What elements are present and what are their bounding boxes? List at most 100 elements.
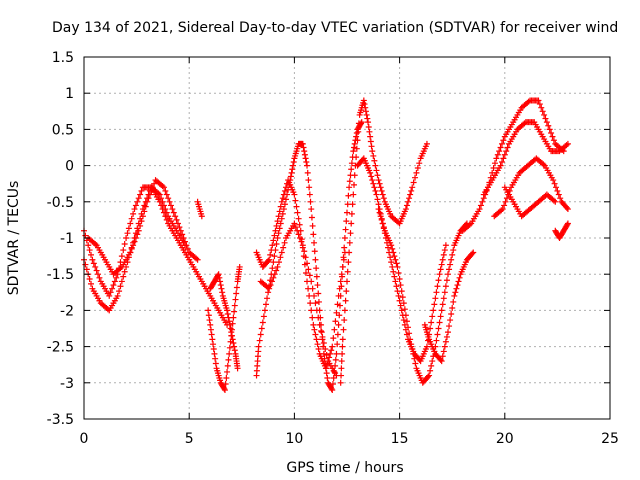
data-point	[373, 191, 380, 198]
data-point	[427, 367, 434, 374]
data-point	[476, 206, 483, 213]
data-point	[231, 308, 238, 315]
data-point	[549, 133, 556, 140]
data-point	[280, 191, 287, 198]
data-point	[85, 242, 92, 249]
series-track-E	[205, 263, 243, 394]
data-point	[367, 169, 374, 176]
data-point	[498, 158, 505, 165]
data-point	[497, 144, 504, 151]
data-point	[331, 326, 338, 333]
data-point	[177, 227, 184, 234]
data-point	[362, 108, 369, 115]
data-point	[225, 314, 232, 321]
data-point	[443, 333, 450, 340]
y-tick-label: -3	[60, 376, 74, 392]
data-point	[281, 239, 288, 246]
data-point	[543, 119, 550, 126]
data-point	[351, 172, 358, 179]
data-point	[289, 162, 296, 169]
data-point	[184, 245, 191, 252]
data-point	[436, 319, 443, 326]
data-point	[338, 271, 345, 278]
data-point	[217, 278, 224, 285]
data-point	[405, 198, 412, 205]
data-point	[218, 285, 225, 292]
data-point	[300, 144, 307, 151]
data-point	[438, 261, 445, 268]
data-point	[339, 350, 346, 357]
data-point	[393, 283, 400, 290]
data-point	[503, 195, 510, 202]
data-point	[406, 330, 413, 337]
data-point	[447, 261, 454, 268]
data-point	[134, 231, 141, 238]
data-point	[431, 301, 438, 308]
data-point	[397, 302, 404, 309]
data-point	[121, 241, 128, 248]
data-point	[125, 225, 132, 232]
data-point	[469, 250, 476, 257]
data-point	[428, 362, 435, 369]
data-point	[269, 265, 276, 272]
data-point	[294, 227, 301, 234]
data-point	[434, 283, 441, 290]
data-point	[398, 307, 405, 314]
y-tick-label: 1.5	[52, 50, 74, 66]
data-point	[106, 292, 113, 299]
data-point	[470, 249, 477, 256]
data-point	[345, 259, 352, 266]
data-point	[132, 202, 139, 209]
data-point	[224, 362, 231, 369]
data-point	[416, 160, 423, 167]
data-point	[435, 277, 442, 284]
data-point	[276, 225, 283, 232]
data-point	[454, 282, 461, 289]
data-point	[282, 184, 289, 191]
data-point	[226, 350, 233, 357]
data-point	[337, 278, 344, 285]
data-point	[541, 111, 548, 118]
data-point	[281, 187, 288, 194]
data-point	[287, 173, 294, 180]
data-point	[274, 235, 281, 241]
data-point	[334, 341, 341, 348]
data-point	[212, 360, 219, 367]
series-track-Q	[501, 184, 559, 220]
data-point	[500, 155, 507, 162]
data-point	[336, 285, 343, 292]
data-point	[231, 347, 238, 354]
data-point	[493, 155, 500, 162]
data-point	[338, 372, 345, 379]
data-point	[134, 198, 141, 205]
data-point	[110, 282, 117, 289]
data-point	[388, 259, 395, 266]
data-point	[548, 130, 555, 137]
data-point	[435, 325, 442, 332]
data-point	[377, 213, 384, 220]
data-point	[332, 318, 339, 325]
data-point	[442, 242, 449, 249]
data-point	[351, 140, 358, 147]
data-point	[309, 314, 316, 321]
data-point	[411, 355, 418, 362]
data-point	[342, 226, 349, 233]
data-point	[491, 160, 498, 167]
data-point	[402, 312, 409, 319]
data-point	[215, 271, 222, 278]
data-point	[292, 224, 299, 231]
data-point	[440, 295, 447, 302]
data-point	[209, 336, 216, 343]
data-point	[343, 218, 350, 225]
data-point	[224, 368, 231, 375]
series-track-R	[552, 220, 571, 241]
data-point	[555, 191, 562, 198]
data-point	[389, 263, 396, 270]
data-point	[412, 174, 419, 181]
data-point	[387, 254, 394, 261]
data-point	[260, 313, 267, 320]
data-point	[433, 337, 440, 344]
data-point	[272, 227, 279, 234]
data-point	[269, 242, 276, 249]
data-point	[551, 180, 558, 187]
